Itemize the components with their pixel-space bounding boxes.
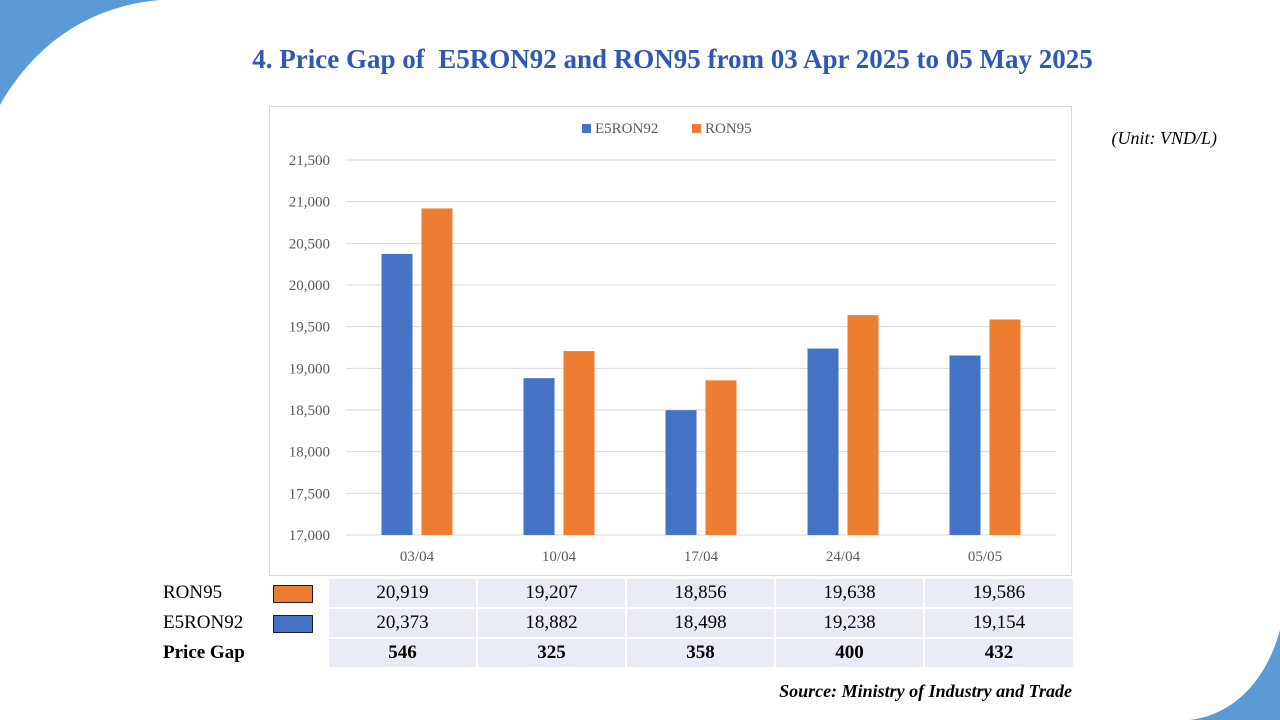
table-cell: 358 xyxy=(625,638,775,669)
y-tick-label: 18,500 xyxy=(289,403,330,419)
x-tick-label: 10/04 xyxy=(542,549,577,565)
table-cell: 400 xyxy=(774,638,924,669)
bar-ron95-03-04 xyxy=(421,208,453,535)
table-cell: 20,373 xyxy=(327,608,477,639)
y-tick-label: 17,500 xyxy=(289,486,330,502)
data-table: RON95 20,919 19,207 18,856 19,638 19,586 E5RON… xyxy=(163,579,1073,669)
corner-decoration-top-left xyxy=(0,0,160,105)
table-cell: 18,856 xyxy=(625,579,775,609)
y-tick-label: 21,000 xyxy=(289,195,330,211)
page-title: 4. Price Gap of E5RON92 and RON95 from 0… xyxy=(252,44,1093,74)
x-tick-label: 03/04 xyxy=(400,549,435,565)
bar-ron95-17-04 xyxy=(705,380,737,535)
bar-ron95-10-04 xyxy=(563,351,595,535)
corner-decoration-bottom-right xyxy=(1190,630,1280,720)
table-row: Price Gap 546 325 358 400 432 xyxy=(163,638,1073,669)
y-tick-label: 19,500 xyxy=(289,320,330,336)
y-tick-label: 17,000 xyxy=(289,528,330,544)
legend-swatch-e5ron92 xyxy=(582,124,591,133)
unit-label: (Unit: VND/L) xyxy=(1111,128,1218,148)
row-label: RON95 xyxy=(163,579,273,609)
table-cell: 18,498 xyxy=(625,608,775,639)
source-note: Source: Ministry of Industry and Trade xyxy=(779,681,1072,701)
legend-swatch-e5ron92 xyxy=(273,614,313,633)
table-cell: 325 xyxy=(476,638,626,669)
table-cell: 20,919 xyxy=(327,579,477,609)
table-cell: 19,238 xyxy=(774,608,924,639)
table-cell: 432 xyxy=(923,638,1073,669)
bar-e5ron92-03-04 xyxy=(381,253,413,535)
x-tick-label: 24/04 xyxy=(826,549,861,565)
bar-e5ron92-10-04 xyxy=(523,378,555,535)
y-tick-label: 21,500 xyxy=(289,153,330,169)
chart-area: 17,000 17,500 18,000 18,500 19,000 19,500 20,0… xyxy=(269,106,1072,576)
legend-label-ron95: RON95 xyxy=(705,121,752,137)
y-tick-label: 20,000 xyxy=(289,278,330,294)
table-cell: 19,586 xyxy=(923,579,1073,609)
table-cell: 19,207 xyxy=(476,579,626,609)
x-tick-label: 17/04 xyxy=(684,549,719,565)
table-cell: 19,154 xyxy=(923,608,1073,639)
row-label: E5RON92 xyxy=(163,608,273,639)
table-row: E5RON92 20,373 18,882 18,498 19,238 19,154 xyxy=(163,608,1073,639)
table-row: RON95 20,919 19,207 18,856 19,638 19,586 xyxy=(163,579,1073,609)
bar-ron95-05-05 xyxy=(989,319,1021,535)
y-tick-label: 19,000 xyxy=(289,361,330,377)
table-cell: 18,882 xyxy=(476,608,626,639)
bar-chart: 17,000 17,500 18,000 18,500 19,000 19,500 20,0… xyxy=(289,121,1056,565)
table-cell: 19,638 xyxy=(774,579,924,609)
bar-e5ron92-05-05 xyxy=(949,355,981,535)
legend-swatch-ron95 xyxy=(273,584,313,603)
bar-e5ron92-24-04 xyxy=(807,348,839,535)
bar-e5ron92-17-04 xyxy=(665,410,697,535)
y-tick-label: 18,000 xyxy=(289,445,330,461)
bar-ron95-24-04 xyxy=(847,315,879,535)
row-label: Price Gap xyxy=(163,638,328,669)
y-tick-label: 20,500 xyxy=(289,236,330,252)
table-cell: 546 xyxy=(327,638,477,669)
x-tick-label: 05/05 xyxy=(968,549,1002,565)
legend-label-e5ron92: E5RON92 xyxy=(595,121,658,137)
legend-swatch-ron95 xyxy=(692,124,701,133)
